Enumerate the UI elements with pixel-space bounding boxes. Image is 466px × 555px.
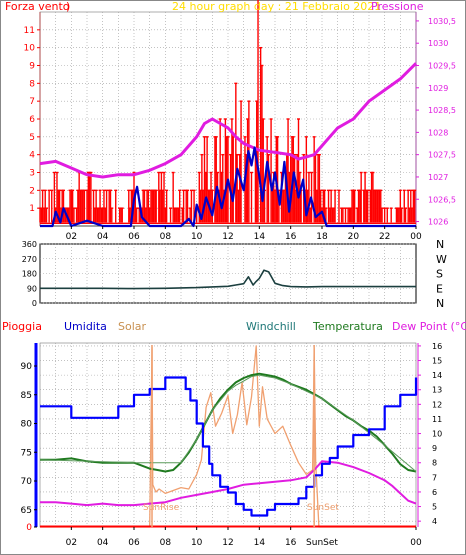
bottom-sunset-tick-label: SunSet: [306, 538, 338, 548]
bottom-right-tick-label: 12: [432, 400, 442, 409]
legend-solar: Solar: [118, 320, 147, 333]
top-left-tick-label: 9: [29, 62, 35, 72]
bottom-right-tick-label: 8: [432, 459, 437, 468]
top-x-tick-label: 06: [128, 232, 140, 242]
legend-humidity: Umidita: [64, 320, 107, 333]
bottom-left-tick-label: 75: [21, 448, 32, 458]
top-right-tick-label: 1026: [428, 218, 448, 227]
top-title: 24 hour graph day : 21 Febbraio 2021: [172, 0, 381, 13]
pressure-line: [39, 62, 418, 179]
top-left-tick-label: 8: [29, 79, 35, 89]
mid-y-tick-label: 270: [22, 255, 37, 264]
top-left-tick-label: 11: [24, 26, 35, 36]
top-left-tick-label: 4: [29, 151, 35, 161]
bottom-x-tick-label: 12: [222, 538, 233, 548]
sunrise-label: SunRise: [143, 503, 180, 513]
bottom-right-tick-label: 16: [432, 342, 442, 351]
bottom-right-tick-label: 13: [432, 386, 442, 395]
top-right-tick-label: 1028: [428, 128, 448, 137]
top-right-tick-label: 1029,5: [428, 62, 456, 71]
mid-y-tick-label: 90: [27, 284, 37, 293]
top-right-tick-label: 1027: [428, 173, 448, 182]
bottom-right-tick-label: 10: [432, 430, 442, 439]
top-left-tick-label: 10: [24, 44, 36, 54]
top-left-tick-label: 7: [29, 97, 35, 107]
top-left-tick-label: 1: [29, 204, 35, 214]
mid-y-tick-label: 180: [22, 270, 37, 279]
top-right-tick-label: 1029: [428, 84, 448, 93]
top-right-tick-label: 1027,5: [428, 151, 456, 160]
bottom-left-tick-label: 65: [21, 506, 32, 516]
direction-letter-label: S: [436, 268, 443, 281]
temperature-humidity-panel: Pioggia Umidita Solar Windchill Temperat…: [2, 320, 466, 548]
mid-y-tick-label: 360: [22, 240, 37, 249]
top-x-tick-label: 16: [285, 232, 297, 242]
top-right-tick-label: 1030: [428, 39, 448, 48]
bottom-right-tick-label: 15: [432, 357, 442, 366]
top-left-tick-label: 2: [29, 186, 35, 196]
wind-gust-line: [40, 146, 416, 228]
bottom-x-tick-label: 14: [254, 538, 266, 548]
top-x-tick-label: 20: [348, 232, 360, 242]
bottom-x-tick-label: 10: [191, 538, 203, 548]
bottom-left-tick-label: 0: [26, 523, 32, 533]
bottom-right-tick-label: 14: [432, 371, 442, 380]
direction-letter-label: E: [436, 282, 443, 295]
top-right-tick-label: 1028,5: [428, 106, 456, 115]
temperature-line: [40, 372, 417, 473]
bottom-x-tick-label: 06: [128, 538, 140, 548]
top-left-label: Forza vento: [5, 0, 70, 13]
direction-letter-label: W: [436, 253, 447, 266]
mid-plot-frame: [39, 243, 417, 304]
top-right-label: Pressione: [371, 0, 424, 13]
sunset-label: SunSet: [307, 503, 339, 513]
top-left-tick-label: 6: [29, 115, 35, 125]
humidity-line: [40, 376, 418, 517]
top-x-tick-label: 22: [379, 232, 390, 242]
bottom-right-tick-label: 11: [432, 415, 442, 424]
bottom-left-tick-label: 85: [21, 391, 32, 401]
top-x-tick-label: 00: [410, 232, 422, 242]
top-right-tick-label: 1030,5: [428, 17, 456, 26]
direction-letter-label: N: [436, 238, 444, 251]
wind-direction-line: [40, 269, 416, 290]
bottom-x-tick-label: 16: [285, 538, 297, 548]
bottom-x-tick-label: 02: [66, 538, 77, 548]
bottom-x-tick-label: 04: [97, 538, 109, 548]
top-left-label-paren: ): [66, 0, 70, 13]
mid-y-tick-label: 0: [32, 299, 37, 308]
top-left-tick-label: 3: [29, 169, 35, 179]
bottom-x-tick-label: 00: [410, 538, 422, 548]
top-x-tick-label: 12: [222, 232, 233, 242]
top-x-tick-label: 10: [191, 232, 203, 242]
bottom-left-tick-label: 90: [21, 362, 33, 372]
dewpoint-line: [40, 460, 417, 507]
top-x-tick-label: 14: [254, 232, 266, 242]
top-x-tick-label: 18: [316, 232, 328, 242]
bottom-right-tick-label: 5: [432, 503, 437, 512]
bottom-right-tick-label: 7: [432, 473, 437, 482]
bottom-left-tick-label: 80: [21, 420, 33, 430]
top-x-tick-label: 04: [97, 232, 109, 242]
direction-letter-label: N: [436, 297, 444, 310]
bottom-left-tick-label: 70: [21, 477, 33, 487]
legend-temperature: Temperatura: [312, 320, 383, 333]
solar-line: [40, 345, 416, 528]
bottom-right-tick-label: 6: [432, 488, 437, 497]
top-left-tick-label: 5: [29, 133, 35, 143]
top-right-tick-label: 1026,5: [428, 195, 456, 204]
top-x-tick-label: 02: [66, 232, 77, 242]
bottom-x-tick-label: 08: [160, 538, 172, 548]
bottom-right-tick-label: 9: [432, 444, 437, 453]
legend-windchill: Windchill: [246, 320, 296, 333]
top-x-tick-label: 08: [160, 232, 172, 242]
legend-rain: Pioggia: [2, 320, 42, 333]
bottom-right-tick-label: 4: [432, 517, 437, 526]
legend-dewpoint: Dew Point (°C): [392, 320, 466, 333]
wind-pressure-panel: 02 04 06 08 10 12 14 16 18 20 22 001234567891011102…: [5, 0, 456, 242]
windchill-line: [39, 374, 417, 472]
